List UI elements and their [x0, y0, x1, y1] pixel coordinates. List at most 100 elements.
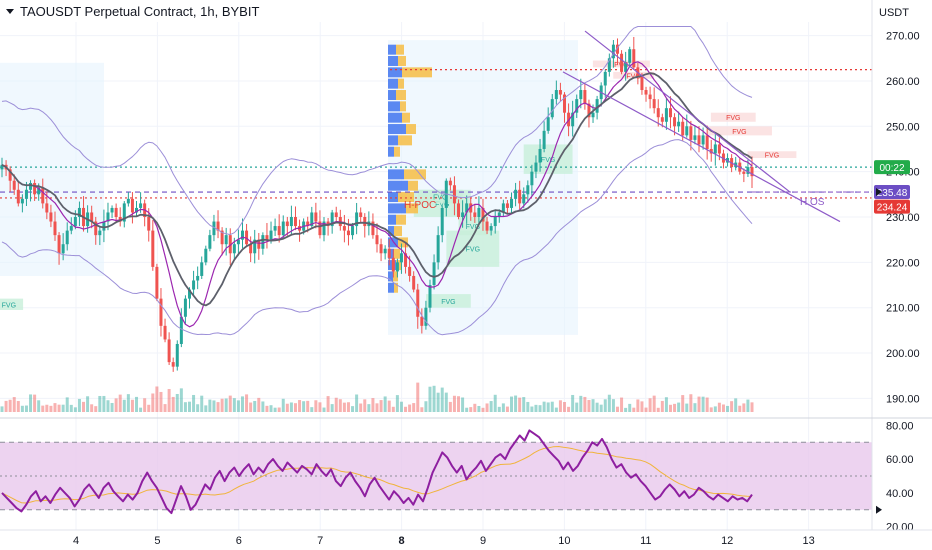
candle-body — [192, 280, 196, 290]
candle-body — [69, 226, 73, 231]
price-tick-label: 220.00 — [886, 257, 920, 269]
volume-bar — [167, 389, 171, 412]
candle-body — [220, 230, 224, 245]
candle-body — [269, 230, 273, 240]
volume-bar — [188, 401, 191, 412]
volume-bar — [444, 392, 448, 412]
volume-bar — [281, 398, 285, 412]
symbol-title[interactable]: TAOUSDT Perpetual Contract, 1h, BYBIT — [6, 4, 259, 19]
volume-bar — [20, 405, 24, 412]
volume-bar — [106, 400, 110, 412]
vp-bar-sell — [396, 214, 406, 225]
volume-bar — [330, 404, 334, 412]
volume-bar — [65, 397, 69, 412]
candle-body — [8, 169, 12, 181]
volume-bar — [542, 401, 546, 412]
time-tick-label: 8 — [399, 535, 405, 547]
candle-body — [188, 289, 191, 299]
vp-bar-buy — [388, 169, 404, 180]
fvg-label: FVG — [765, 153, 779, 160]
candle-body — [196, 275, 200, 281]
volume-bar — [697, 396, 701, 412]
volume-bar — [518, 397, 522, 412]
volume-bar — [122, 399, 126, 412]
volume-bar — [505, 406, 509, 412]
candle-body — [717, 144, 721, 154]
price-tick-label: 190.00 — [886, 393, 920, 405]
time-tick-label: 12 — [721, 535, 733, 547]
volume-bar — [175, 393, 179, 412]
volume-bar — [4, 400, 8, 412]
candle-body — [33, 182, 37, 195]
volume-bar — [660, 400, 664, 412]
volume-bar — [41, 405, 45, 412]
volume-bar — [302, 401, 306, 412]
volume-bar — [750, 402, 754, 412]
collapse-chevron-icon[interactable] — [6, 9, 14, 14]
volume-bar — [98, 395, 102, 412]
volume-bar — [277, 407, 281, 412]
vp-bar-sell — [394, 282, 398, 293]
candle-body — [542, 130, 546, 149]
volume-bar — [355, 394, 359, 412]
candle-body — [355, 212, 359, 227]
volume-bar — [192, 394, 196, 412]
candle-body — [448, 180, 452, 186]
volume-bar — [102, 395, 106, 412]
volume-bar — [16, 401, 20, 412]
candle-body — [293, 217, 297, 227]
candle-body — [139, 203, 143, 208]
volume-bar — [575, 402, 579, 412]
channel-upper-line — [584, 30, 791, 193]
volume-bar — [118, 394, 122, 412]
volume-bar — [615, 406, 619, 412]
rsi-tick-label: 80.00 — [886, 420, 914, 432]
candle-body — [628, 49, 632, 63]
volume-bar — [387, 400, 391, 412]
volume-bar — [644, 407, 648, 412]
volume-bar — [538, 405, 542, 412]
currency-label[interactable]: USDT — [879, 7, 909, 19]
volume-bar — [420, 407, 424, 412]
volume-bar — [448, 401, 452, 412]
candle-body — [245, 230, 249, 245]
volume-bar — [346, 402, 350, 412]
volume-bars — [0, 382, 754, 412]
volume-bar — [440, 387, 444, 412]
volume-bar — [726, 405, 730, 412]
price-tick-label: 270.00 — [886, 31, 920, 43]
candle-body — [522, 194, 526, 204]
candle-body — [404, 253, 408, 267]
channel-label: H OS — [800, 197, 825, 208]
candle-body — [159, 298, 163, 326]
candle-body — [554, 90, 558, 100]
volume-bar — [253, 400, 257, 412]
rsi-tick-label: 60.00 — [886, 454, 914, 466]
volume-bar — [53, 403, 57, 412]
candle-body — [53, 221, 57, 236]
volume-bar — [383, 396, 387, 412]
volume-bar — [424, 401, 428, 412]
vp-bar-buy — [388, 44, 396, 55]
volume-bar — [273, 407, 277, 412]
candle-body — [538, 148, 542, 163]
candle-body — [595, 99, 599, 113]
volume-bar — [367, 404, 371, 412]
candle-body — [277, 226, 281, 236]
candle-body — [289, 217, 293, 227]
vp-bar-sell — [396, 260, 402, 271]
candle-body — [420, 316, 424, 326]
candle-body — [37, 187, 41, 195]
candle-body — [346, 230, 350, 236]
vp-bar-buy — [388, 248, 394, 259]
volume-bar — [473, 403, 477, 412]
volume-bar — [408, 404, 412, 412]
candle-body — [518, 189, 522, 204]
volume-bar — [436, 392, 440, 412]
candle-body — [632, 49, 636, 68]
volume-bar — [709, 407, 713, 412]
volume-bar — [61, 404, 65, 412]
candle-body — [175, 343, 179, 367]
candle-body — [61, 244, 65, 254]
